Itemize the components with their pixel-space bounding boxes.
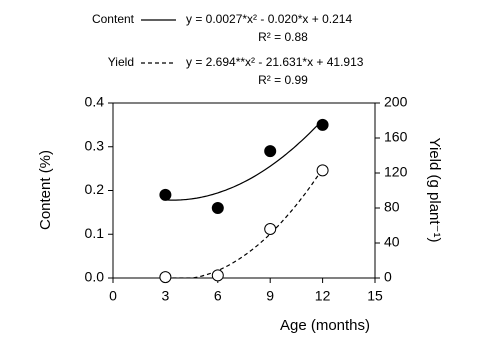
data-point xyxy=(159,271,172,284)
x-axis-label: Age (months) xyxy=(280,317,370,334)
data-point xyxy=(211,269,224,282)
legend-equation: y = 0.0027*x² - 0.020*x + 0.214 xyxy=(186,12,352,26)
y2-tick-label: 120 xyxy=(384,164,408,180)
x-tick-label: 12 xyxy=(315,288,331,304)
y-tick-label: 0.0 xyxy=(85,269,105,285)
data-point xyxy=(211,202,224,214)
x-tick-label: 6 xyxy=(214,288,222,304)
legend-r2: R² = 0.99 xyxy=(258,73,308,87)
y2-tick-label: 0 xyxy=(384,269,392,285)
data-point xyxy=(316,118,329,131)
x-tick-label: 15 xyxy=(367,288,383,304)
y-tick-label: 0.4 xyxy=(85,94,105,110)
plot-frame xyxy=(112,102,376,279)
data-point xyxy=(316,164,329,177)
legend-r2: R² = 0.88 xyxy=(258,30,308,44)
fit-curve xyxy=(165,168,324,278)
fit-curve xyxy=(165,119,324,201)
y2-tick-label: 200 xyxy=(384,94,408,110)
y2-tick-label: 160 xyxy=(384,129,408,145)
x-tick-label: 3 xyxy=(162,288,170,304)
legend-label: Yield xyxy=(108,55,134,69)
y-tick-label: 0.2 xyxy=(85,181,105,197)
x-tick-label: 9 xyxy=(266,288,274,304)
legend-label: Content xyxy=(92,12,135,26)
data-point xyxy=(264,223,277,235)
y2-axis-label: Yield (g plant⁻¹) xyxy=(426,138,443,243)
y-axis-label: Content (%) xyxy=(37,150,54,230)
data-point xyxy=(159,188,172,201)
data-point xyxy=(264,145,277,158)
y-tick-label: 0.3 xyxy=(85,137,105,153)
y2-tick-label: 40 xyxy=(384,234,400,250)
x-tick-label: 0 xyxy=(109,288,117,304)
y2-tick-label: 80 xyxy=(384,199,400,215)
y-tick-label: 0.1 xyxy=(85,225,105,241)
legend-equation: y = 2.694**x² - 21.631*x + 41.913 xyxy=(186,55,364,69)
